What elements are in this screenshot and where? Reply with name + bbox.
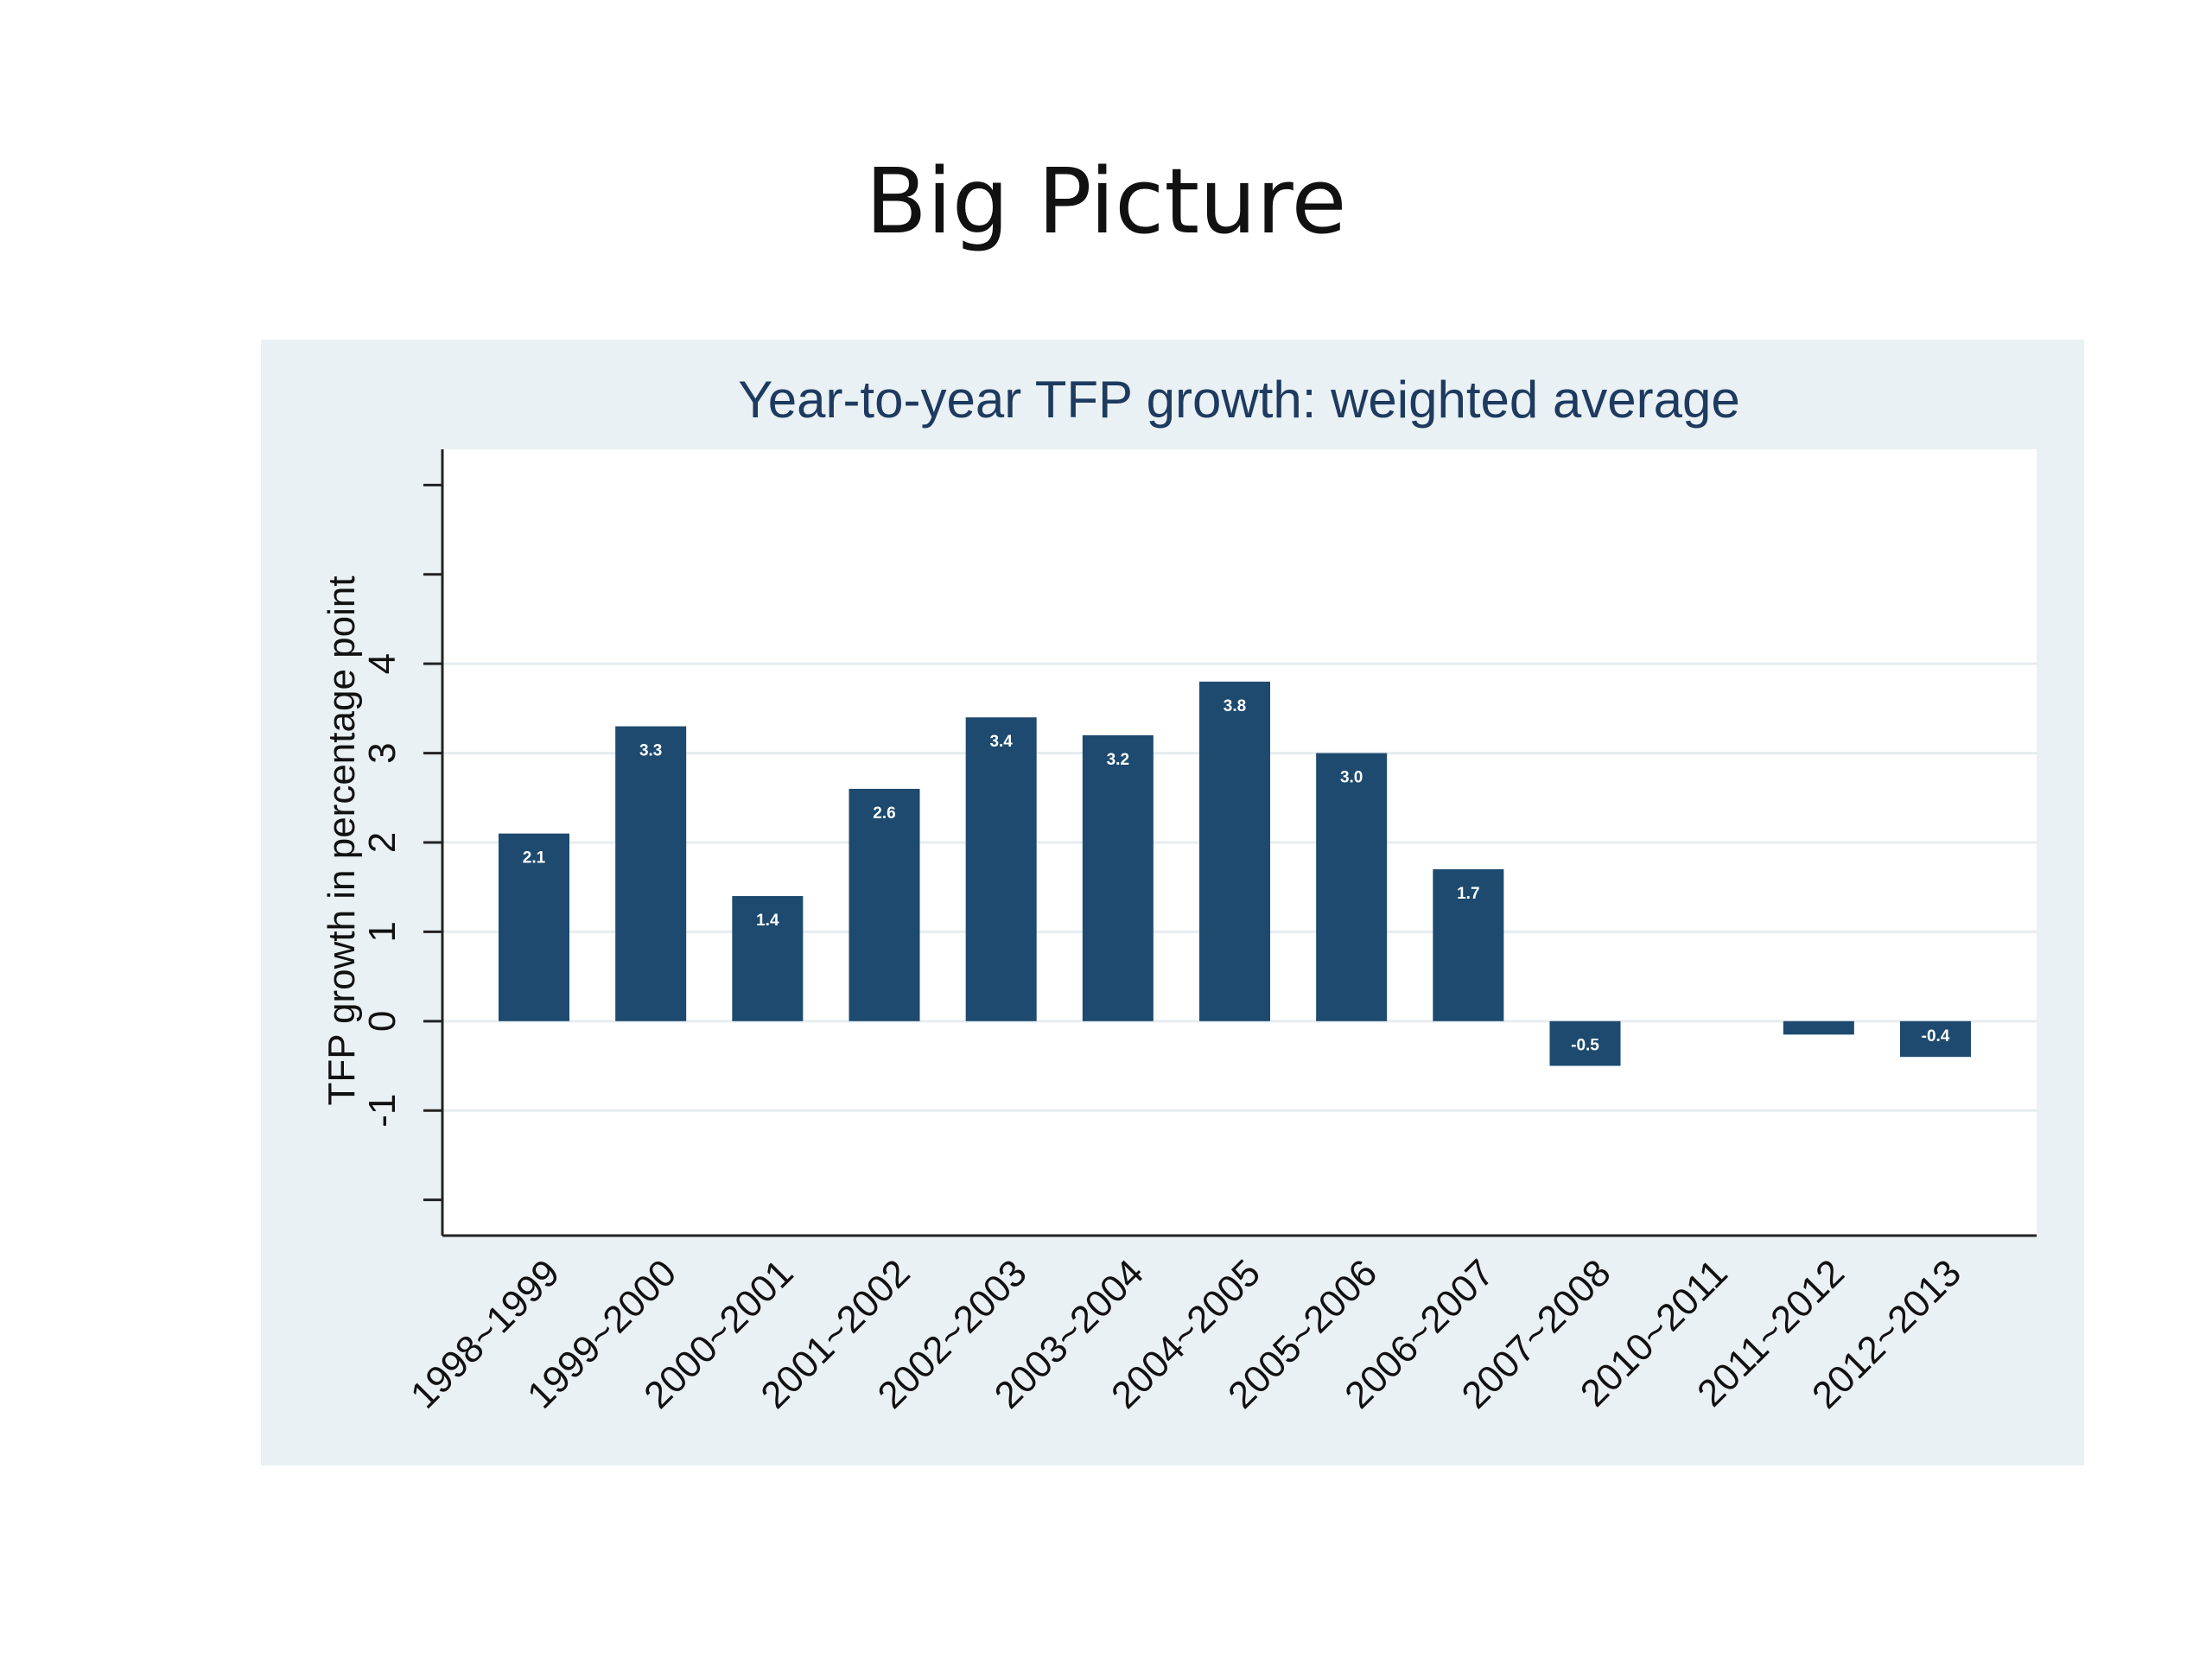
bar [1433,869,1504,1021]
bar-value-label: 2.1 [523,849,546,868]
bar-value-label: 3.3 [639,742,662,760]
bar-chart: 2.13.31.42.63.43.23.83.01.7-0.5 -0.4 1998… [321,371,2037,1417]
bar-value-label: 1.4 [756,912,779,930]
bar-value-label: -0.4 [1922,1027,1950,1046]
bar [1316,753,1388,1021]
y-tick-label: 2 [361,832,404,853]
bar-value-label: 3.4 [989,733,1013,751]
bar [1549,1020,1621,1066]
bar [965,717,1037,1021]
bar [1082,734,1154,1021]
bar-value-label: 3.0 [1340,769,1363,787]
bar-value-label: 3.2 [1107,751,1129,769]
bars: 2.1 3.3 1.4 2.6 3.4 3.2 3.8 3.0 1.7 -0.5 -0.4 [499,681,1971,1066]
bar [499,833,569,1021]
y-tick-label: 4 [361,653,404,674]
bar [615,726,687,1021]
bar-value-label: 2.6 [873,804,895,823]
bar [849,788,920,1021]
bar [1900,1020,1971,1058]
chart-title: Year-to-year TFP growth: weighted averag… [738,371,1740,429]
bar-value-label: -0.5 [1571,1037,1599,1055]
slide-title: Big Picture [865,149,1347,254]
y-tick-label: -1 [361,1094,404,1128]
y-tick-label: 1 [361,921,404,942]
bar [1783,1020,1854,1035]
bar-value-label: 1.7 [1457,885,1479,903]
bar [1199,681,1270,1021]
bar-value-label: 3.8 [1224,697,1246,715]
y-tick-label: 3 [361,742,404,763]
y-tick-label: 0 [361,1011,404,1032]
bar [732,896,804,1021]
y-axis-label: TFP growth in percentage point [321,575,363,1105]
